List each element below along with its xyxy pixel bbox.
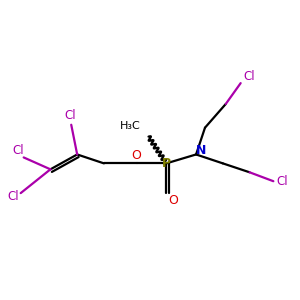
Text: O: O <box>132 148 142 162</box>
Text: N: N <box>196 144 207 158</box>
Text: Cl: Cl <box>244 70 255 83</box>
Text: H₃C: H₃C <box>120 121 140 131</box>
Text: Cl: Cl <box>8 190 19 202</box>
Text: Cl: Cl <box>64 109 76 122</box>
Text: P: P <box>162 157 171 170</box>
Text: Cl: Cl <box>277 175 288 188</box>
Text: O: O <box>168 194 178 207</box>
Text: Cl: Cl <box>12 144 23 158</box>
